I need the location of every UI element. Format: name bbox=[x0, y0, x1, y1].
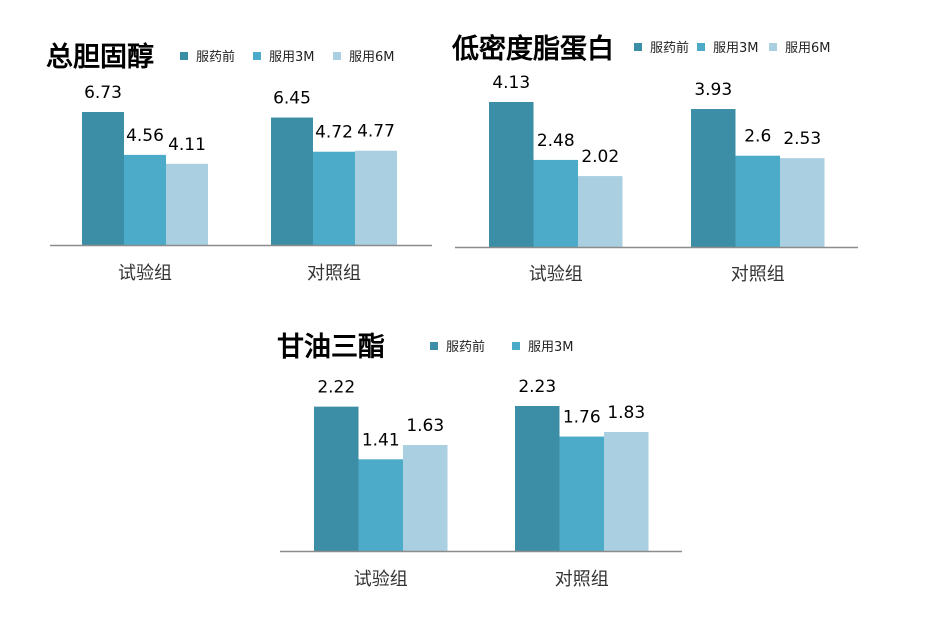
legend-swatch bbox=[253, 52, 261, 60]
legend-label: 服用6M bbox=[349, 50, 395, 65]
legend-swatch bbox=[769, 43, 777, 51]
bar bbox=[313, 151, 355, 245]
legend-label: 服药前 bbox=[196, 49, 235, 65]
chart-title: 甘油三酯 bbox=[277, 332, 385, 363]
category-label: 对照组 bbox=[731, 264, 785, 285]
chart-panel-1: 总胆固醇 服药前 服用3M 服用6M 6.73 4.56 4.11 试验组 6.454.72 4.… bbox=[46, 41, 432, 284]
data-label: 4.13 bbox=[492, 73, 530, 93]
bar bbox=[515, 406, 560, 551]
data-label: 2.48 bbox=[537, 131, 575, 151]
data-label: 2.53 bbox=[783, 129, 821, 149]
legend-label: 服用3M bbox=[528, 340, 574, 355]
data-label: 3.93 bbox=[694, 80, 732, 100]
bar bbox=[735, 155, 780, 247]
bar bbox=[559, 436, 604, 551]
bar bbox=[271, 117, 313, 245]
bar bbox=[578, 176, 623, 247]
chart-title: 总胆固醇 bbox=[46, 41, 154, 73]
legend-swatch bbox=[333, 52, 341, 60]
data-label: 4.72 bbox=[315, 123, 353, 143]
data-label: 1.76 bbox=[563, 408, 601, 428]
data-label: 1.63 bbox=[406, 416, 444, 436]
category-label: 对照组 bbox=[555, 569, 609, 590]
bar bbox=[780, 158, 825, 247]
chart-panel-3: 甘油三酯 服药前 服用3M 2.22 1.41 1.63 试验组 2.23 1.76 1.83 对照… bbox=[277, 332, 682, 590]
category-label: 对照组 bbox=[307, 263, 361, 284]
legend-label: 服用6M bbox=[785, 41, 831, 56]
data-label: 6.45 bbox=[273, 89, 311, 109]
data-label: 4.77 bbox=[357, 122, 395, 142]
category-label: 试验组 bbox=[118, 263, 172, 284]
legend-label: 服药前 bbox=[650, 40, 689, 56]
bar bbox=[691, 109, 736, 247]
bar bbox=[489, 102, 534, 247]
category-label: 试验组 bbox=[354, 569, 408, 590]
data-label: 1.83 bbox=[607, 403, 645, 423]
chart-title: 低密度脂蛋白 bbox=[451, 33, 614, 65]
chart-panel-2: 低密度脂蛋白 服药前 服用3M 服用6M 4.13 2.48 2.02 试验组 3.93 2.6 2… bbox=[451, 33, 858, 285]
legend-label: 服用3M bbox=[269, 50, 315, 65]
bar bbox=[82, 112, 124, 245]
bar bbox=[403, 445, 448, 551]
data-label: 2.22 bbox=[317, 378, 355, 398]
bar bbox=[358, 459, 403, 551]
data-label: 2.23 bbox=[518, 377, 556, 397]
data-label: 2.02 bbox=[581, 147, 619, 167]
legend-swatch bbox=[512, 342, 520, 350]
bar bbox=[355, 150, 397, 245]
bar bbox=[604, 432, 649, 551]
data-label: 2.6 bbox=[744, 127, 771, 147]
bar bbox=[533, 159, 578, 247]
legend-swatch bbox=[180, 52, 188, 60]
bar bbox=[166, 163, 208, 245]
legend-label: 服用3M bbox=[713, 41, 759, 56]
legend-swatch bbox=[430, 342, 438, 350]
legend-swatch bbox=[634, 43, 642, 51]
data-label: 4.56 bbox=[126, 126, 164, 146]
bar bbox=[314, 406, 359, 551]
legend-swatch bbox=[697, 43, 705, 51]
category-label: 试验组 bbox=[529, 264, 583, 285]
data-label: 4.11 bbox=[168, 135, 206, 155]
data-label: 6.73 bbox=[84, 83, 122, 103]
data-label: 1.41 bbox=[362, 430, 400, 450]
legend-label: 服药前 bbox=[446, 339, 485, 355]
bar bbox=[124, 154, 166, 245]
